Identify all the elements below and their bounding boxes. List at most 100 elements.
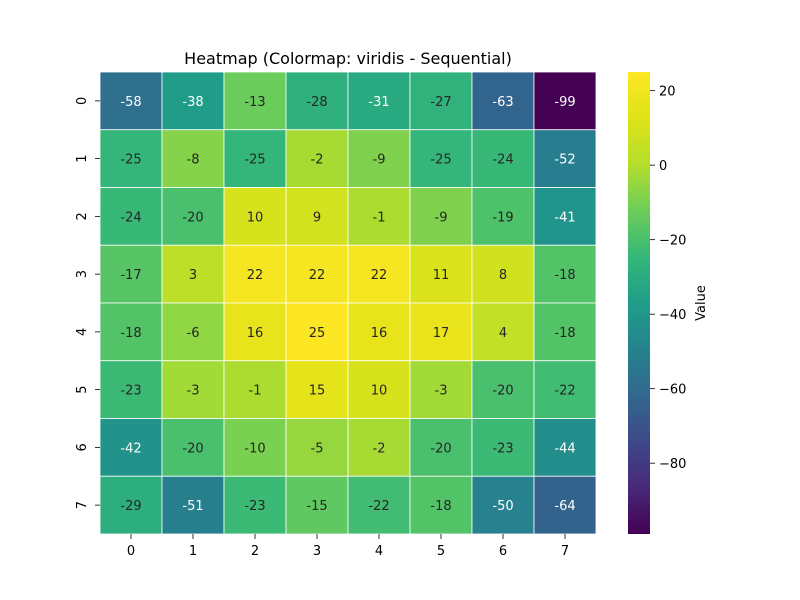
heatmap-cell-r5-c7 xyxy=(533,360,597,419)
cell-value-label-r6-c6: -23 xyxy=(492,441,513,456)
heatmap-cell-r4-c4 xyxy=(347,302,411,362)
cell-value-label-r3-c1: 3 xyxy=(189,268,197,283)
cell-value-label-r0-c3: -28 xyxy=(306,95,327,110)
heatmap-cell-r3-c6 xyxy=(471,244,535,304)
cell-value-label-r4-c3: 25 xyxy=(309,326,326,341)
colorbar-ticks: 20 0 −20 −40 −60 −80 xyxy=(650,85,686,472)
cell-value-label-r7-c7: -64 xyxy=(554,499,575,514)
heatmap-cell-r2-c4 xyxy=(347,187,411,246)
cell-value-label-r3-c6: 8 xyxy=(499,268,507,283)
cell-value-label-r6-c5: -20 xyxy=(430,441,451,456)
cell-value-label-r6-c3: -5 xyxy=(311,441,324,456)
heatmap-cell-r5-c5 xyxy=(409,360,473,419)
cell-value-label-r0-c5: -27 xyxy=(430,95,451,110)
colorbar-tick-label-3: −40 xyxy=(659,308,686,323)
cell-value-label-r1-c6: -24 xyxy=(492,153,513,168)
cell-value-label-r1-c3: -2 xyxy=(311,153,324,168)
heatmap-cell-r0-c5 xyxy=(409,71,473,131)
cell-value-label-r0-c7: -99 xyxy=(554,95,575,110)
heatmap-cell-r2-c1 xyxy=(161,187,225,246)
cell-value-label-r5-c4: 10 xyxy=(371,384,388,399)
cell-value-label-r2-c3: 9 xyxy=(313,210,321,225)
x-tick-label-5: 5 xyxy=(437,544,445,559)
x-tick-label-1: 1 xyxy=(189,544,197,559)
y-tick-label-2: 2 xyxy=(75,212,90,220)
heatmap-cell-r0-c4 xyxy=(347,71,411,131)
heatmap-cell-r5-c1 xyxy=(161,360,225,419)
cell-value-label-r4-c1: -6 xyxy=(187,326,200,341)
cell-value-label-r3-c5: 11 xyxy=(433,268,450,283)
y-tick-label-3: 3 xyxy=(75,270,90,278)
cell-value-label-r1-c4: -9 xyxy=(373,153,386,168)
heatmap-cell-r5-c6 xyxy=(471,360,535,419)
colorbar-tick-label-1: 0 xyxy=(659,159,667,174)
cell-value-label-r4-c4: 16 xyxy=(371,326,388,341)
cell-value-label-r6-c7: -44 xyxy=(554,441,575,456)
colorbar-gradient xyxy=(628,72,650,534)
chart-title: Heatmap (Colormap: viridis - Sequential) xyxy=(184,49,512,68)
cell-value-label-r7-c0: -29 xyxy=(120,499,141,514)
heatmap-cell-r2-c2 xyxy=(223,187,287,246)
heatmap-cell-r6-c0 xyxy=(99,418,163,477)
heatmap-grid: -58 -38 -13 -28 -31 -27 -63 -99-25 -8 -25 -2 -9 -25-… xyxy=(99,71,597,535)
colorbar-label: Value xyxy=(694,285,709,321)
cell-value-label-r2-c5: -9 xyxy=(435,210,448,225)
x-tick-label-2: 2 xyxy=(251,544,259,559)
heatmap-cell-r4-c6 xyxy=(471,302,535,362)
colorbar-tick-label-4: −60 xyxy=(659,383,686,398)
cell-value-label-r5-c3: 15 xyxy=(309,384,326,399)
y-tick-label-1: 1 xyxy=(75,154,90,162)
cell-value-label-r2-c2: 10 xyxy=(247,210,264,225)
heatmap-cell-r1-c5 xyxy=(409,129,473,188)
cell-value-label-r1-c2: -25 xyxy=(244,153,265,168)
heatmap-cell-r2-c6 xyxy=(471,187,535,246)
heatmap-cell-r4-c7 xyxy=(533,302,597,362)
heatmap-cell-r7-c7 xyxy=(533,475,597,535)
cell-value-label-r0-c1: -38 xyxy=(182,95,203,110)
cell-value-label-r5-c7: -22 xyxy=(554,384,575,399)
cell-value-label-r3-c7: -18 xyxy=(554,268,575,283)
cell-value-label-r4-c6: 4 xyxy=(499,326,507,341)
cell-value-label-r3-c3: 22 xyxy=(309,268,326,283)
y-tick-label-0: 0 xyxy=(75,97,90,105)
colorbar-tick-label-5: −80 xyxy=(659,457,686,472)
cell-value-label-r4-c5: 17 xyxy=(433,326,450,341)
x-tick-label-7: 7 xyxy=(561,544,569,559)
y-tick-label-7: 7 xyxy=(75,501,90,509)
heatmap-cell-r6-c7 xyxy=(533,418,597,477)
heatmap-cell-r0-c7 xyxy=(533,71,597,131)
heatmap-cell-r3-c2 xyxy=(223,244,287,304)
cell-value-label-r6-c4: -2 xyxy=(373,441,386,456)
cell-value-label-r1-c1: -8 xyxy=(187,153,200,168)
cell-value-label-r7-c1: -51 xyxy=(182,499,203,514)
cell-value-label-r2-c1: -20 xyxy=(182,210,203,225)
cell-value-label-r5-c6: -20 xyxy=(492,384,513,399)
heatmap-cell-r6-c2 xyxy=(223,418,287,477)
cell-value-label-r6-c1: -20 xyxy=(182,441,203,456)
heatmap-cell-r0-c1 xyxy=(161,71,225,131)
x-tick-label-6: 6 xyxy=(499,544,507,559)
heatmap-cell-r0-c3 xyxy=(285,71,349,131)
heatmap-cell-r5-c2 xyxy=(223,360,287,419)
cell-value-label-r7-c2: -23 xyxy=(244,499,265,514)
heatmap-cell-r0-c2 xyxy=(223,71,287,131)
heatmap-cell-r4-c2 xyxy=(223,302,287,362)
heatmap-cell-r3-c3 xyxy=(285,244,349,304)
heatmap-cell-r1-c7 xyxy=(533,129,597,188)
cell-value-label-r4-c0: -18 xyxy=(120,326,141,341)
heatmap-cell-r6-c1 xyxy=(161,418,225,477)
heatmap-cell-r1-c1 xyxy=(161,129,225,188)
cell-value-label-r6-c0: -42 xyxy=(120,441,141,456)
cell-value-label-r1-c0: -25 xyxy=(120,153,141,168)
heatmap-cell-r1-c4 xyxy=(347,129,411,188)
cell-value-label-r4-c7: -18 xyxy=(554,326,575,341)
cell-value-label-r6-c2: -10 xyxy=(244,441,265,456)
cell-value-label-r1-c5: -25 xyxy=(430,153,451,168)
cell-value-label-r5-c0: -23 xyxy=(120,384,141,399)
colorbar-tick-label-0: 20 xyxy=(659,85,676,100)
cell-value-label-r7-c4: -22 xyxy=(368,499,389,514)
heatmap-cell-r5-c4 xyxy=(347,360,411,419)
cell-value-label-r3-c0: -17 xyxy=(120,268,141,283)
cell-value-label-r3-c2: 22 xyxy=(247,268,264,283)
x-tick-label-3: 3 xyxy=(313,544,321,559)
